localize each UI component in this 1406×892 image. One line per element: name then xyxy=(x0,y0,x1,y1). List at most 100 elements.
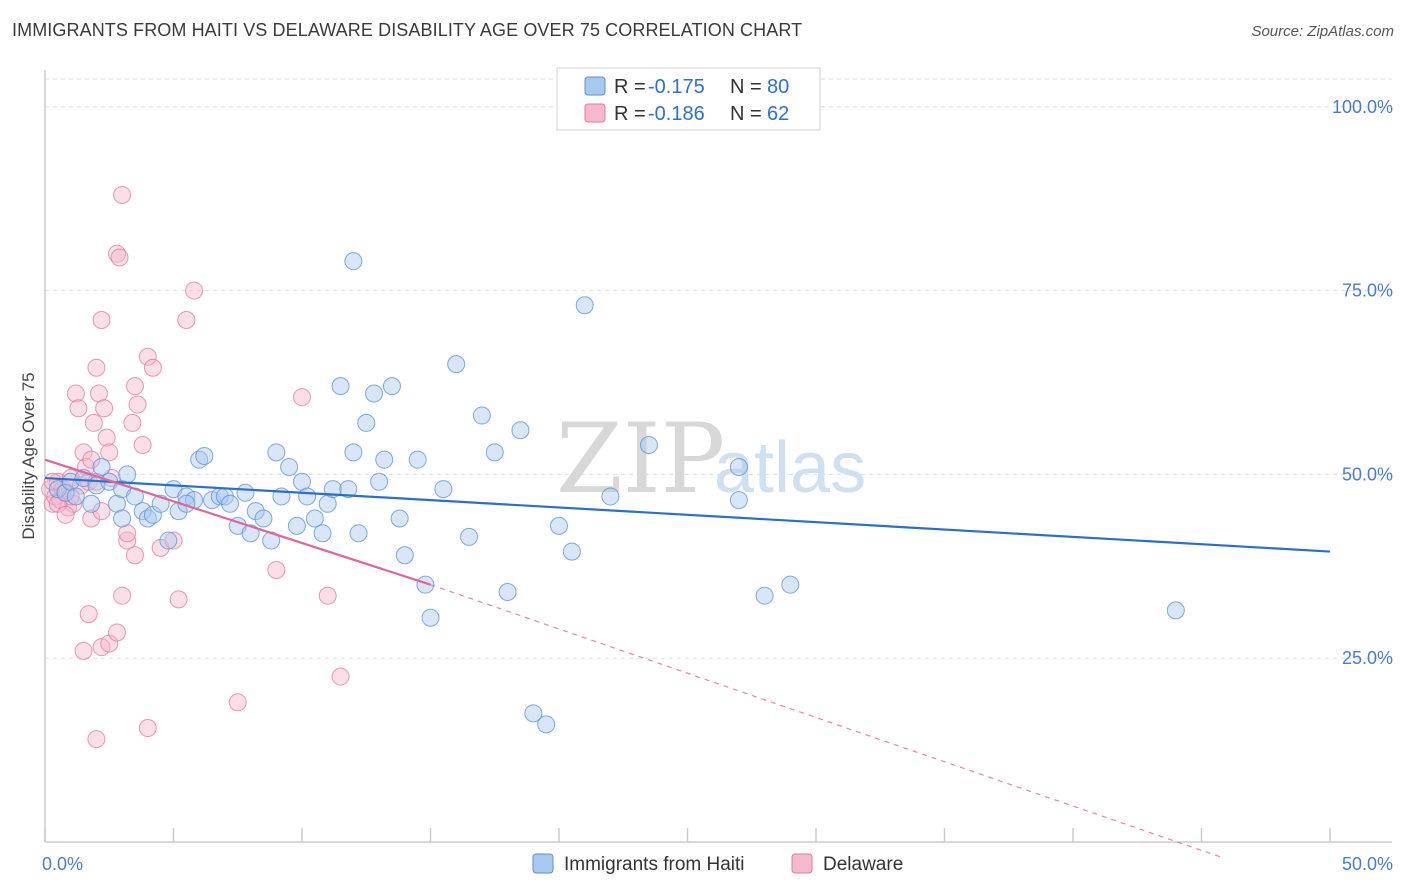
delaware-point-29 xyxy=(123,413,142,432)
legend-haiti-n-value: 80 xyxy=(767,76,789,98)
haiti-point-75 xyxy=(755,586,774,605)
haiti-point-50 xyxy=(370,472,389,491)
haiti-point-77 xyxy=(1166,601,1185,620)
haiti-point-48 xyxy=(357,413,376,432)
haiti-point-78 xyxy=(113,509,132,528)
haiti-point-76 xyxy=(781,575,800,594)
haiti-point-52 xyxy=(382,377,401,396)
delaware-point-34 xyxy=(143,358,162,377)
haiti-point-5 xyxy=(82,494,101,513)
haiti-point-1 xyxy=(56,483,75,502)
haiti-point-51 xyxy=(375,450,394,469)
delaware-point-52 xyxy=(318,586,337,605)
y-axis-tick-labels: 25.0% 50.0% 75.0% 100.0% xyxy=(1332,97,1393,668)
haiti-point-73 xyxy=(729,458,748,477)
delaware-point-16 xyxy=(82,509,101,528)
grid-layer xyxy=(45,78,1392,659)
x-tick-label-50: 50.0% xyxy=(1342,854,1393,874)
haiti-point-63 xyxy=(498,583,517,602)
bottom-legend-delaware: Delaware xyxy=(823,854,903,875)
delaware-point-39 xyxy=(185,281,204,300)
delaware-point-2 xyxy=(46,487,65,506)
haiti-point-44 xyxy=(331,377,350,396)
haiti-point-23 xyxy=(195,447,214,465)
delaware-point-50 xyxy=(267,560,286,579)
haiti-point-11 xyxy=(118,465,137,484)
legend-swatch-delaware xyxy=(584,103,606,123)
haiti-point-54 xyxy=(395,546,414,565)
haiti-point-53 xyxy=(390,509,409,528)
x-axis-ticks xyxy=(44,828,1331,842)
watermark-atlas: atlas xyxy=(714,428,866,508)
haiti-point-64 xyxy=(511,421,530,440)
haiti-point-71 xyxy=(601,487,620,506)
haiti-trend-line xyxy=(44,476,1331,553)
delaware-point-49 xyxy=(228,693,247,712)
haiti-point-7 xyxy=(92,458,111,477)
delaware-trend-line xyxy=(44,458,431,586)
haiti-point-41 xyxy=(313,524,332,543)
y-tick-label-50: 50.0% xyxy=(1342,464,1393,484)
delaware-point-46 xyxy=(113,586,132,605)
legend: R = -0.175 N = 80 R = -0.186 N = 62 xyxy=(556,67,821,131)
haiti-point-3 xyxy=(66,487,85,506)
legend-swatch-haiti xyxy=(584,76,606,96)
delaware-point-41 xyxy=(79,605,98,624)
haiti-point-39 xyxy=(298,487,317,506)
y-tick-label-100: 100.0% xyxy=(1332,97,1393,117)
haiti-point-45 xyxy=(339,480,358,499)
delaware-point-26 xyxy=(110,248,129,267)
haiti-point-34 xyxy=(267,443,286,462)
delaware-point-37 xyxy=(169,590,188,609)
haiti-point-56 xyxy=(416,575,435,594)
haiti-point-59 xyxy=(447,355,466,374)
legend-delaware-n-label: N = xyxy=(730,103,762,125)
haiti-point-62 xyxy=(485,443,504,462)
haiti-point-58 xyxy=(434,480,453,499)
legend-delaware-n-value: 62 xyxy=(767,103,789,125)
y-tick-label-75: 75.0% xyxy=(1342,281,1393,301)
haiti-point-69 xyxy=(575,296,594,315)
haiti-point-22 xyxy=(190,450,209,469)
delaware-point-54 xyxy=(92,502,111,521)
haiti-point-49 xyxy=(364,384,383,403)
haiti-point-60 xyxy=(460,527,479,546)
legend-haiti-n-label: N = xyxy=(730,76,762,98)
delaware-point-57 xyxy=(82,450,101,469)
delaware-point-28 xyxy=(118,531,137,550)
haiti-point-67 xyxy=(550,516,568,535)
delaware-point-20 xyxy=(92,310,111,329)
haiti-point-61 xyxy=(472,406,491,425)
delaware-point-48 xyxy=(138,719,157,738)
haiti-point-36 xyxy=(280,458,299,477)
delaware-point-27 xyxy=(113,185,132,204)
haiti-point-37 xyxy=(287,516,306,535)
delaware-point-53 xyxy=(331,667,350,686)
delaware-point-30 xyxy=(125,377,144,396)
delaware-point-10 xyxy=(66,384,85,403)
haiti-point-55 xyxy=(408,450,427,469)
legend-haiti-r-label: R = xyxy=(614,76,646,98)
delaware-point-21 xyxy=(95,399,114,418)
delaware-point-36 xyxy=(164,531,183,550)
delaware-point-33 xyxy=(138,347,157,366)
haiti-point-65 xyxy=(524,704,543,723)
delaware-point-13 xyxy=(74,443,93,462)
haiti-point-57 xyxy=(421,608,440,627)
delaware-point-18 xyxy=(87,358,106,377)
chart-title: IMMIGRANTS FROM HAITI VS DELAWARE DISABI… xyxy=(12,20,803,40)
delaware-point-40 xyxy=(74,641,93,660)
delaware-point-22 xyxy=(97,428,116,447)
haiti-point-40 xyxy=(305,509,324,528)
delaware-point-11 xyxy=(69,399,88,418)
haiti-point-47 xyxy=(349,524,368,543)
haiti-point-68 xyxy=(562,542,581,561)
delaware-point-38 xyxy=(177,310,196,329)
haiti-point-32 xyxy=(254,509,273,528)
haiti-points xyxy=(48,252,1185,734)
trend-lines xyxy=(44,458,1331,858)
haiti-point-17 xyxy=(159,531,178,550)
haiti-point-30 xyxy=(241,524,260,543)
haiti-point-70 xyxy=(344,252,363,271)
